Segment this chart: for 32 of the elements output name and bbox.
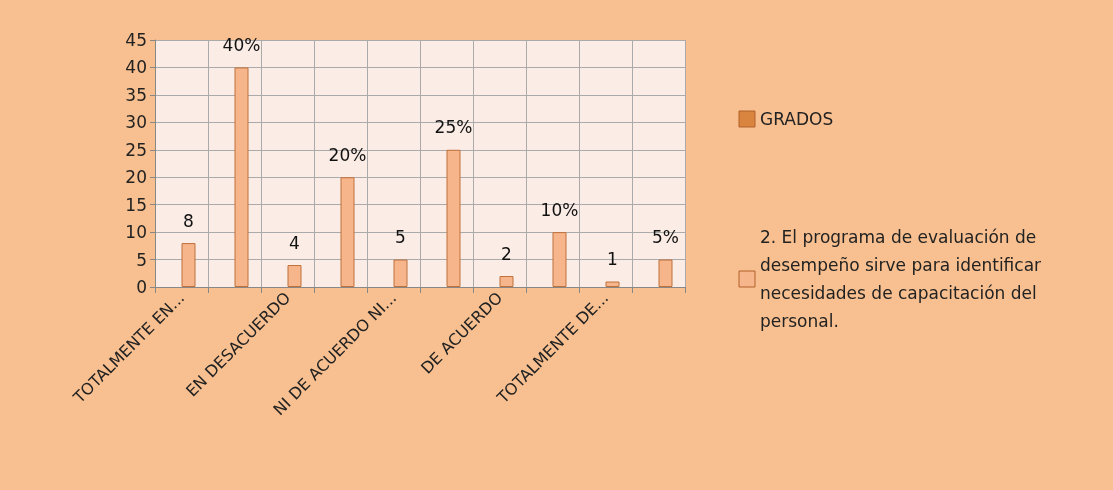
- data-label: 10%: [540, 199, 579, 220]
- data-label: 2: [501, 243, 512, 264]
- y-tick-label: 0: [136, 277, 147, 297]
- bar: [499, 276, 514, 287]
- legend-label: 2. El programa de evaluación de desempeño sirve para identificar necesidades de capacitación del personal.: [760, 227, 1047, 331]
- data-label: 1: [607, 249, 618, 270]
- data-label: 5: [395, 227, 406, 248]
- bar: [234, 67, 249, 287]
- bar: [446, 149, 461, 287]
- bar: [552, 232, 567, 287]
- bar: [393, 259, 408, 287]
- y-tick-label: 45: [125, 30, 147, 50]
- bar: [658, 259, 673, 287]
- bar: [340, 177, 355, 287]
- y-tick-label: 20: [125, 167, 147, 188]
- y-tick-label: 10: [125, 222, 147, 243]
- bar: [287, 265, 302, 287]
- data-label: 5%: [652, 227, 679, 248]
- data-label: 20%: [328, 144, 367, 165]
- data-label: 25%: [434, 117, 473, 138]
- data-label: 40%: [222, 34, 261, 55]
- y-tick-label: 25: [125, 139, 147, 160]
- legend-label: GRADOS: [760, 109, 834, 129]
- y-tick-label: 40: [125, 57, 147, 78]
- data-label: 8: [183, 210, 194, 231]
- y-tick-label: 35: [125, 84, 147, 105]
- y-tick-label: 30: [125, 112, 147, 133]
- bar: [605, 281, 620, 287]
- data-label: 4: [289, 232, 300, 253]
- y-tick-label: 5: [136, 249, 147, 270]
- bar: [181, 243, 196, 287]
- y-tick-label: 15: [125, 194, 147, 215]
